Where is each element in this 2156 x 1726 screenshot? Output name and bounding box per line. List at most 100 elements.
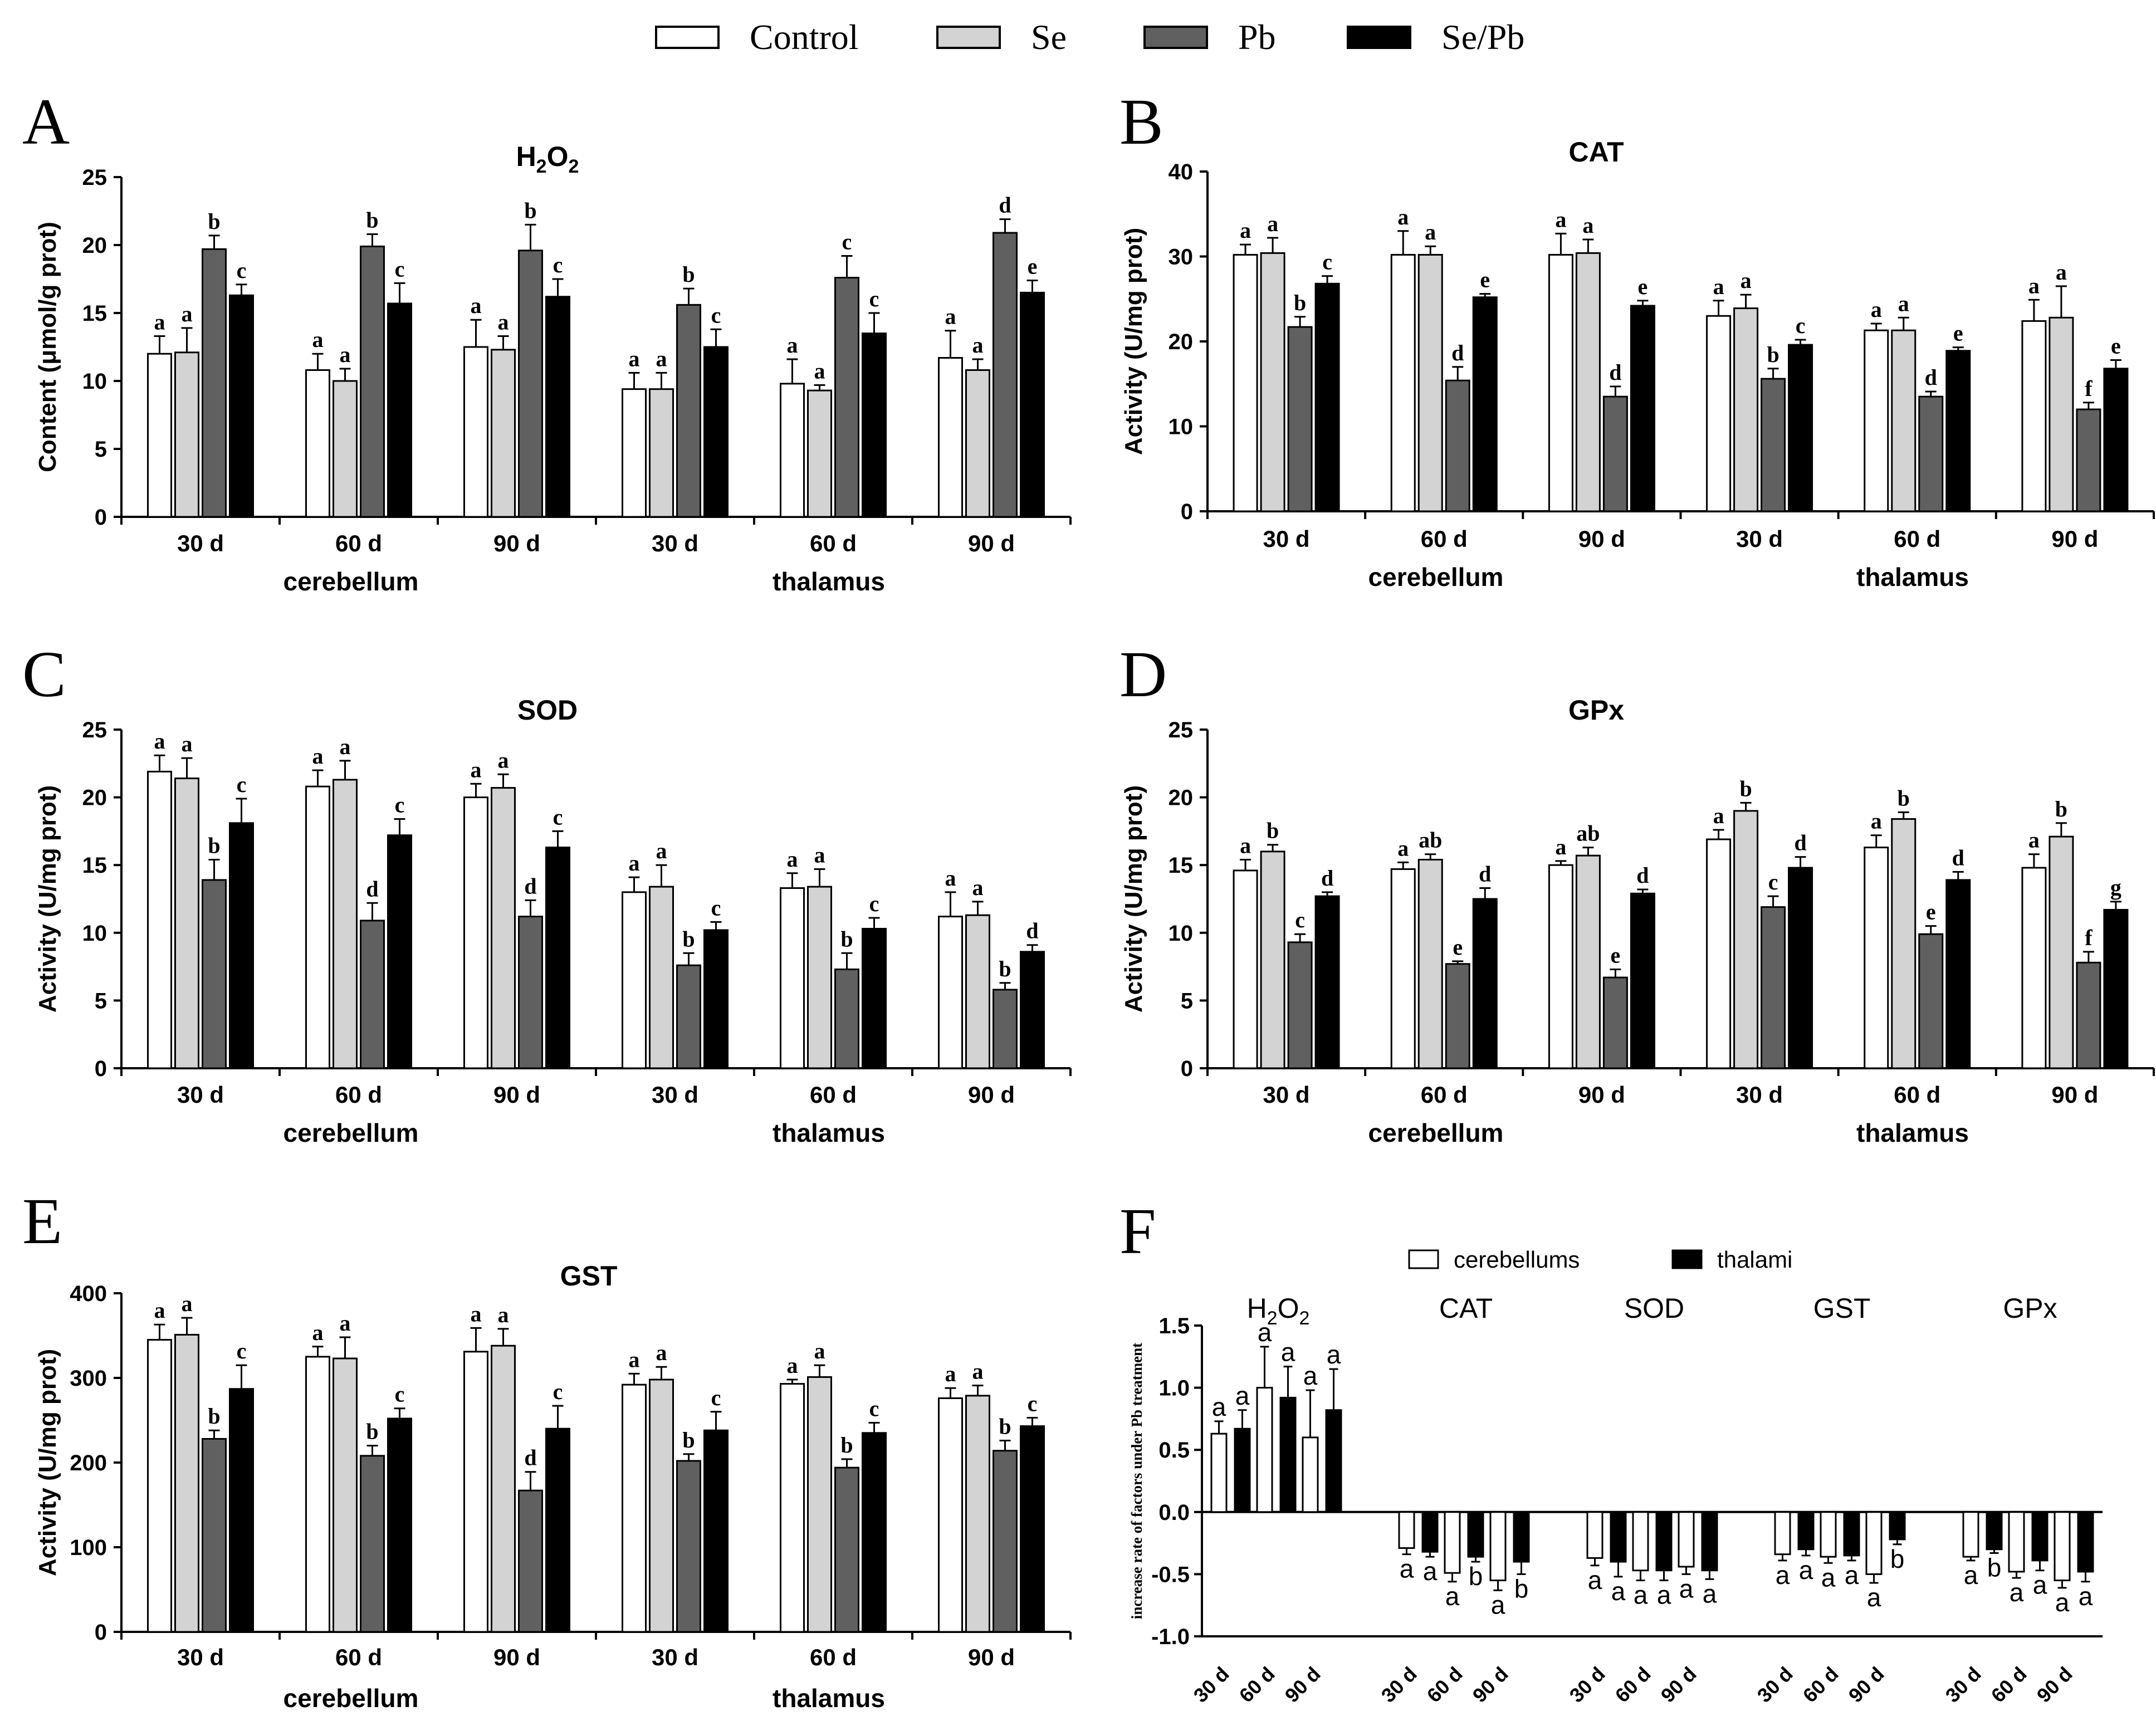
bar bbox=[1302, 1436, 1319, 1513]
panel-title-part: O bbox=[547, 141, 569, 172]
bar bbox=[938, 1397, 963, 1633]
significance-label: c bbox=[1322, 250, 1332, 275]
y-axis-label: Activity (U/mg prot) bbox=[34, 785, 61, 1013]
panel-letter: E bbox=[22, 1185, 62, 1258]
bar bbox=[545, 1427, 570, 1633]
y-tick-label: 5 bbox=[1181, 989, 1193, 1013]
panel-title: H2O2 bbox=[516, 141, 579, 177]
x-tick-label: 60 d bbox=[335, 1644, 382, 1670]
x-tick-label: 90 d bbox=[1468, 1663, 1513, 1707]
significance-label: a bbox=[1240, 218, 1251, 243]
bar bbox=[1733, 810, 1759, 1069]
factor-label-part: O bbox=[1278, 1293, 1299, 1324]
bar bbox=[463, 796, 488, 1069]
significance-label: c bbox=[1028, 1391, 1038, 1416]
bar bbox=[305, 369, 330, 518]
significance-label: a bbox=[1445, 1582, 1460, 1611]
y-tick-label: 1.5 bbox=[1158, 1314, 1190, 1338]
significance-label: a bbox=[1235, 1381, 1250, 1410]
x-tick-label: 30 d bbox=[652, 1644, 698, 1670]
y-tick-label: 200 bbox=[70, 1451, 107, 1475]
significance-label: c bbox=[395, 256, 405, 281]
significance-label: a bbox=[814, 1338, 825, 1363]
significance-label: b bbox=[682, 262, 695, 287]
bar bbox=[1820, 1511, 1837, 1558]
significance-label: c bbox=[395, 793, 405, 818]
group-label-cerebellum: cerebellum bbox=[283, 567, 419, 596]
factor-label-subscript: 2 bbox=[1267, 1308, 1278, 1329]
bar bbox=[491, 1344, 516, 1633]
bar bbox=[545, 296, 570, 518]
x-tick-label: 30 d bbox=[1263, 526, 1310, 552]
significance-label: a bbox=[1703, 1579, 1717, 1608]
f-legend-label-1: cerebellums bbox=[1454, 1246, 1580, 1273]
bar bbox=[993, 989, 1018, 1069]
significance-label: a bbox=[1397, 835, 1409, 860]
significance-label: ab bbox=[1576, 821, 1600, 846]
bar bbox=[1472, 296, 1498, 512]
bar bbox=[649, 886, 674, 1069]
x-tick-label: 90 d bbox=[2051, 1082, 2098, 1108]
panel-title: CAT bbox=[1568, 136, 1624, 168]
bar bbox=[1630, 305, 1655, 512]
significance-label: a bbox=[629, 346, 640, 371]
y-tick-label: 100 bbox=[70, 1536, 107, 1560]
bar bbox=[2076, 408, 2101, 512]
bar bbox=[1891, 818, 1917, 1069]
significance-label: a bbox=[814, 358, 825, 383]
bar bbox=[1864, 329, 1889, 512]
y-tick-label: 15 bbox=[82, 853, 107, 878]
bar bbox=[1513, 1511, 1530, 1563]
significance-label: a bbox=[945, 304, 956, 329]
bar bbox=[2076, 961, 2101, 1069]
bar bbox=[202, 879, 227, 1069]
y-tick-label: 0 bbox=[1181, 1057, 1193, 1081]
bar bbox=[2021, 320, 2047, 512]
significance-label: c bbox=[1796, 313, 1806, 338]
significance-label: a bbox=[498, 309, 509, 334]
y-tick-label: 20 bbox=[82, 786, 107, 810]
significance-label: a bbox=[1867, 1583, 1881, 1612]
bar bbox=[1548, 253, 1573, 512]
y-tick-label: 0 bbox=[95, 1057, 107, 1081]
bar bbox=[1233, 253, 1258, 512]
significance-label: b bbox=[840, 926, 853, 951]
bar bbox=[1655, 1511, 1673, 1572]
significance-label: a bbox=[1303, 1361, 1318, 1390]
bar bbox=[360, 245, 385, 518]
x-tick-label: 60 d bbox=[1611, 1663, 1655, 1707]
panel-title-part: H bbox=[516, 141, 536, 172]
significance-label: d bbox=[1952, 845, 1964, 870]
x-tick-label: 60 d bbox=[1987, 1663, 2031, 1707]
bar bbox=[360, 920, 385, 1069]
bar bbox=[965, 1395, 990, 1633]
factor-label-part: H bbox=[1247, 1293, 1267, 1324]
significance-label: c bbox=[237, 1338, 247, 1363]
bar bbox=[1610, 1511, 1627, 1563]
bar bbox=[1210, 1432, 1228, 1513]
significance-label: b bbox=[524, 198, 536, 223]
bar bbox=[1788, 867, 1813, 1069]
significance-label: c bbox=[869, 1396, 879, 1421]
x-tick-label: 90 d bbox=[1578, 526, 1625, 552]
significance-label: b bbox=[208, 833, 220, 858]
significance-label: c bbox=[711, 302, 721, 327]
bar bbox=[965, 369, 990, 518]
bar bbox=[1417, 858, 1443, 1069]
significance-label: d bbox=[524, 873, 536, 898]
significance-label: a bbox=[1555, 834, 1566, 859]
x-tick-label: 30 d bbox=[1736, 526, 1783, 552]
significance-label: a bbox=[1281, 1338, 1295, 1367]
significance-label: b bbox=[366, 207, 378, 232]
significance-label: d bbox=[1321, 866, 1333, 891]
significance-label: e bbox=[1926, 899, 1936, 925]
significance-label: c bbox=[553, 252, 563, 277]
significance-label: b bbox=[682, 926, 695, 951]
significance-label: b bbox=[999, 956, 1011, 981]
group-label-thalamus: thalamus bbox=[773, 1684, 885, 1713]
bar bbox=[2049, 835, 2074, 1069]
x-tick-label: 30 d bbox=[1736, 1082, 1783, 1108]
